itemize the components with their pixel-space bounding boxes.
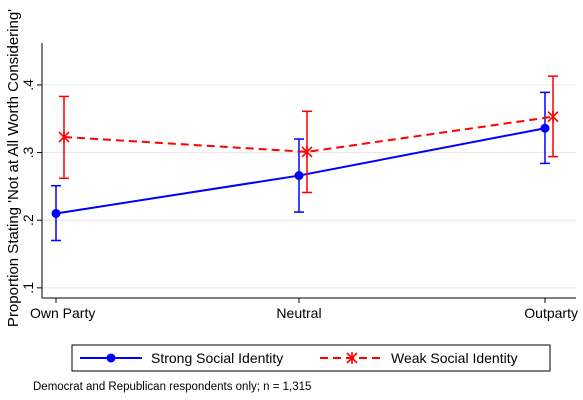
y-tick-label: .1 <box>20 282 36 294</box>
legend-strong-label: Strong Social Identity <box>151 350 283 366</box>
grid-lines <box>42 84 576 289</box>
data-point <box>540 123 550 133</box>
footnote: Democrat and Republican respondents only… <box>33 381 311 393</box>
y-axis-ticks: .1 .2 .3 .4 <box>20 79 42 294</box>
series-line <box>63 115 554 153</box>
x-tick-label: Outparty <box>524 305 578 321</box>
y-axis-title: Proportion Stating 'Not at All Worth Con… <box>5 9 22 327</box>
series-strong <box>51 91 550 242</box>
legend: Strong Social Identity Weak Social Ident… <box>71 344 551 372</box>
x-tick-label: Own Party <box>30 305 95 321</box>
data-point <box>294 171 304 181</box>
series-weak <box>58 75 559 194</box>
legend-box <box>71 344 551 372</box>
data-point <box>58 131 70 144</box>
y-tick-label: .4 <box>20 79 36 91</box>
y-tick-label: .3 <box>20 147 36 159</box>
legend-weak-marker <box>346 352 358 364</box>
legend-weak-label: Weak Social Identity <box>391 350 518 366</box>
data-point <box>51 208 61 218</box>
data-point <box>301 145 313 158</box>
plot-background <box>42 43 576 298</box>
x-axis-ticks: Own Party Neutral Outparty <box>30 298 578 321</box>
data-point <box>547 110 559 123</box>
y-tick-label: .2 <box>20 214 36 226</box>
series-layer <box>51 75 559 242</box>
legend-strong-marker <box>106 353 116 363</box>
x-tick-label: Neutral <box>276 305 321 321</box>
